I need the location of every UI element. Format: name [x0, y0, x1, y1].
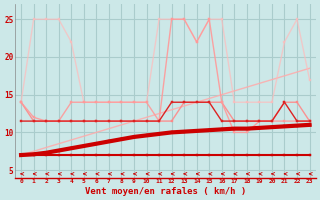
- X-axis label: Vent moyen/en rafales ( km/h ): Vent moyen/en rafales ( km/h ): [85, 187, 246, 196]
